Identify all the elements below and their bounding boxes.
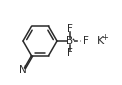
Text: B: B	[66, 36, 74, 46]
Text: F: F	[67, 24, 73, 34]
Text: N: N	[19, 65, 27, 75]
Text: F: F	[67, 48, 73, 58]
Text: F: F	[83, 36, 88, 46]
Text: +: +	[102, 32, 108, 41]
Text: K: K	[96, 36, 104, 46]
